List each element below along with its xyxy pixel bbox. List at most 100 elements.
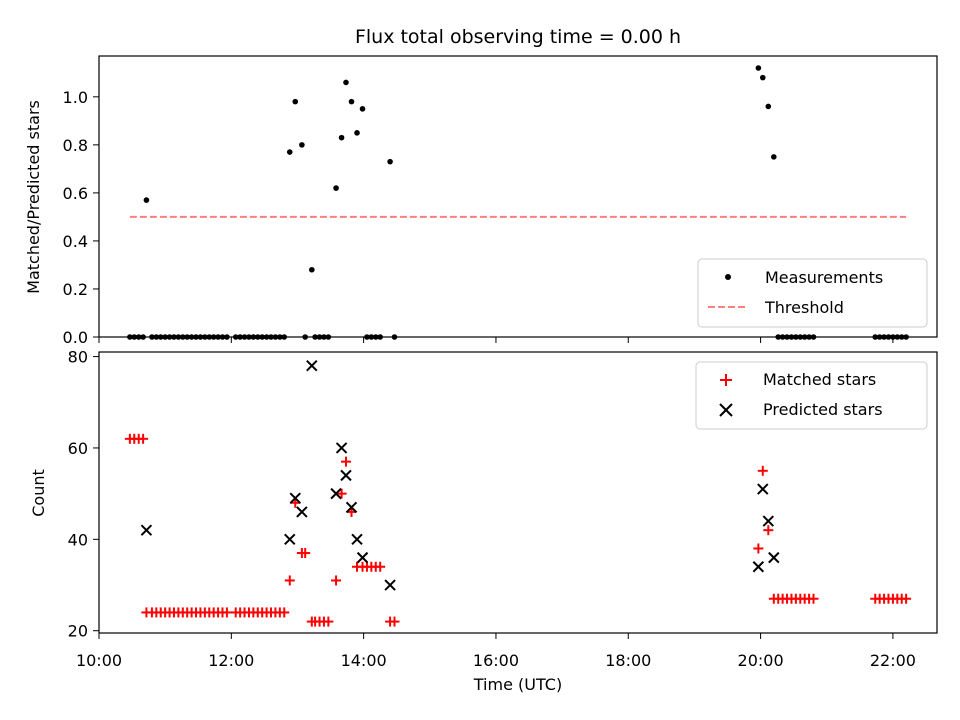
measurement-point [316,334,323,340]
matched-star-point [808,593,819,604]
measurement-point [292,98,299,105]
measurement-point [250,334,257,340]
top-y-tick-label: 1.0 [63,88,88,107]
top-y-tick-label: 0.6 [63,184,88,203]
measurement-point [343,79,349,86]
measurement-point [272,334,279,340]
measurement-point [338,134,345,141]
measurement-point [784,334,790,340]
measurement-point [263,334,270,340]
measurement-point [377,334,383,340]
measurement-point [755,65,762,71]
predicted-star-point [296,506,308,518]
measurement-point [281,334,288,340]
top-panel: 0.0 0.2 0.4 0.6 0.8 1.0 Matched/Predicted sta… [24,55,938,347]
measurement-point [775,334,782,340]
bottom-x-tick-label: 20:00 [738,651,784,670]
bottom-plot-area [124,360,912,627]
bottom-legend: Matched stars Predicted stars [695,361,928,430]
measurement-point [277,334,283,340]
predicted-star-point [284,533,296,546]
measurement-point [806,334,812,340]
measurement-point [765,103,772,110]
matched-legend-label: Matched stars [763,370,876,389]
predicted-star-point [384,579,396,591]
bottom-y-tick-label: 20 [68,622,88,641]
predicted-star-point [351,533,363,546]
measurement-point [135,334,142,340]
measurement-point [241,334,248,340]
bottom-plot-frame [98,351,938,634]
measurement-point [171,334,177,340]
predicted-star-point [356,551,369,564]
measurement-point [162,334,168,340]
measurement-point [312,334,318,340]
measurement-point [237,334,243,340]
predicted-star-point [768,551,780,564]
top-plot-area [127,65,909,340]
measurement-point [254,334,261,340]
predicted-star-point [306,360,318,372]
predicted-star-point [345,501,358,514]
measurement-point [184,334,191,340]
measurement-point [175,334,182,340]
predicted-star-point [340,469,352,482]
measurement-point [224,334,230,340]
measurement-point [885,334,892,340]
predicted-star-point [289,492,301,504]
measurement-point [348,98,355,105]
matched-star-point [336,488,347,499]
predicted-star-point [762,515,775,527]
predicted-star-point [752,561,765,573]
matched-star-point [221,607,232,618]
threshold-legend-label: Threshold [764,298,844,317]
bottom-y-tick-label: 40 [68,530,88,549]
measurement-point [197,334,204,340]
top-y-tick-label: 0.2 [63,280,88,299]
measurement-point [202,334,208,340]
bottom-x-axis-label: Time (UTC) [473,675,562,694]
predicted-star-point [335,442,348,454]
measurement-point [898,334,905,340]
bottom-x-axis: 10:00 12:00 14:00 16:00 18:00 20:00 22:00 [76,633,916,670]
measurement-point [321,334,327,340]
bottom-x-tick-label: 12:00 [208,651,254,670]
measurement-point [387,158,393,165]
measurement-point [333,185,339,191]
matched-star-point [753,543,764,554]
measurement-point [309,266,315,273]
top-chart-title: Flux total observing time = 0.00 h [355,26,681,48]
measurement-point [180,334,186,340]
measurement-point [153,334,160,340]
bottom-y-axis: 20 40 60 80 [68,348,99,641]
measurement-point [259,334,265,340]
predicted-legend-marker [719,403,733,417]
measurement-point [771,154,777,160]
matched-star-point [279,607,290,618]
top-y-tick-label: 0.4 [63,232,88,251]
matched-legend-marker [720,374,732,386]
bottom-x-tick-label: 16:00 [473,651,519,670]
matched-star-point [901,593,912,604]
measurement-point [890,334,896,340]
measurement-point [391,334,398,340]
bottom-x-tick-label: 14:00 [341,651,387,670]
measurement-point [372,334,379,340]
measurement-point [166,334,173,340]
matched-star-point [138,433,149,444]
measurement-point [759,74,766,81]
measurement-point [157,334,164,340]
measurement-point [894,334,901,340]
measurement-point [299,142,305,148]
measurement-point [206,334,213,340]
measurement-point [286,149,293,155]
bottom-x-tick-label: 18:00 [605,651,651,670]
measurement-point [131,334,138,340]
measurement-point [797,334,804,340]
top-legend-box [697,258,928,328]
measurement-point [210,334,217,340]
bottom-y-tick-label: 60 [68,439,88,458]
measurement-point [354,130,360,136]
measurement-point [219,334,226,340]
measurements-legend-label: Measurements [765,268,883,287]
